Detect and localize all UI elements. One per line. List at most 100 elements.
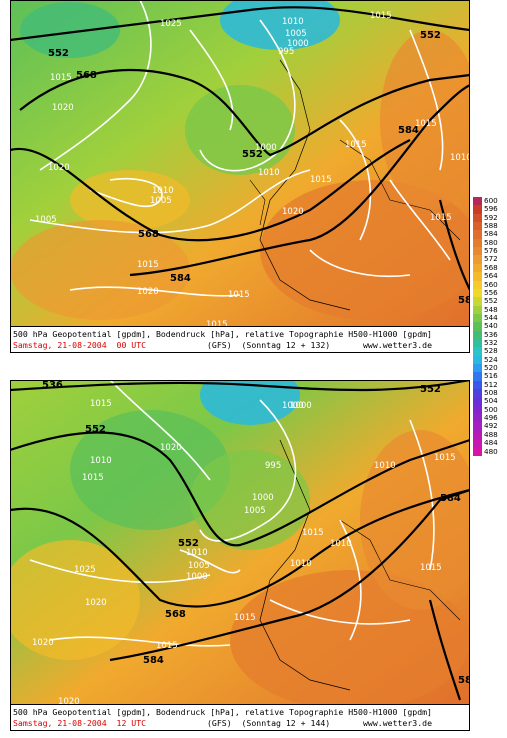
caption-title: 500 hPa Geopotential [gpdm], Bodendruck … [13, 329, 432, 339]
isobar-label: 1005 [150, 196, 172, 206]
legend-swatch [473, 263, 482, 273]
geopotential-label: 536 [42, 380, 63, 391]
legend-swatch [473, 330, 482, 340]
isobar-label: 1015 [310, 175, 332, 185]
legend-swatch [473, 422, 482, 432]
legend-label: 508 [484, 388, 498, 398]
isobar-label: 1015 [50, 73, 72, 83]
legend-label: 600 [484, 196, 498, 205]
isobar-label: 1005 [35, 215, 57, 225]
caption-site: www.wetter3.de [363, 718, 433, 728]
legend-swatch [473, 397, 482, 407]
isobar-label: 1015 [137, 260, 159, 270]
isobar-label: 1005 [285, 29, 307, 39]
isobar-label: 1010 [290, 559, 312, 569]
legend-label: 536 [484, 329, 498, 339]
isobar-label: 1000 [287, 39, 309, 49]
legend-swatch [473, 430, 482, 440]
legend-label: 500 [484, 404, 498, 414]
legend-swatch [473, 364, 482, 373]
legend-label: 544 [484, 312, 498, 322]
legend-swatch [473, 305, 482, 315]
geopotential-label: 552 [178, 538, 199, 549]
isobar-label: 1020 [58, 697, 80, 705]
legend-label: 540 [484, 321, 498, 331]
geopotential-label: 58 [458, 295, 470, 306]
isobar-label: 1010 [90, 456, 112, 466]
isobar-label: 1020 [137, 287, 159, 297]
caption-run: (GFS) (Sonntag 12 + 144) [207, 718, 331, 728]
isobar-label: 1015 [415, 119, 437, 129]
isobar-label: 1015 [430, 213, 452, 223]
legend-swatch [473, 380, 482, 390]
geopotential-label: 552 [420, 384, 441, 395]
legend-label: 592 [484, 212, 498, 222]
isobar-label: 1015 [370, 11, 392, 21]
isobar-label: 1020 [160, 443, 182, 453]
legend-swatch [473, 447, 482, 457]
caption-site: www.wetter3.de [363, 340, 433, 350]
isobar-label: 1020 [48, 163, 70, 173]
isobar-label: 1010 [282, 17, 304, 27]
legend-swatch [473, 238, 482, 248]
legend-swatch [473, 205, 482, 215]
legend-label: 524 [484, 354, 498, 364]
legend-swatch [473, 313, 482, 323]
isobar-label: 1005 [244, 506, 266, 516]
geopotential-label: 552 [85, 424, 106, 435]
legend-swatch [473, 372, 482, 382]
geopotential-label: 58 [458, 675, 470, 686]
legend-swatch [473, 197, 482, 206]
geopotential-label: 568 [76, 70, 97, 81]
isobar-label: 1010 [450, 153, 470, 163]
isobar-label: 1015 [434, 453, 456, 463]
isobar-label: 995 [278, 47, 294, 57]
legend-swatch [473, 389, 482, 398]
isobar-label: 1005 [188, 561, 210, 571]
isobar-label: 1010 [186, 548, 208, 558]
isobar-label: 1015 [206, 320, 228, 327]
isobar-label: 1015 [420, 563, 442, 573]
legend-label: 492 [484, 421, 498, 431]
geopotential-label: 584 [440, 493, 461, 504]
legend-label: 576 [484, 246, 498, 256]
isobar-label: 1015 [228, 290, 250, 300]
isobar-label: 1000 [252, 493, 274, 503]
geopotential-label: 552 [242, 149, 263, 160]
legend-label: 552 [484, 296, 498, 306]
geopotential-label: 552 [48, 48, 69, 59]
geopotential-label: 584 [143, 655, 164, 666]
caption-title: 500 hPa Geopotential [gpdm], Bodendruck … [13, 707, 432, 717]
legend-label: 520 [484, 363, 498, 372]
legend-label: 584 [484, 229, 498, 239]
isobar-label: 1000 [290, 401, 312, 411]
caption-date: Samstag, 21-08-2004 00 UTC [13, 340, 147, 350]
legend-label: 516 [484, 371, 498, 381]
legend-label: 560 [484, 279, 498, 289]
legend-label: 572 [484, 254, 498, 264]
legend-label: 488 [484, 429, 498, 439]
legend-swatch [473, 338, 482, 348]
legend-label: 564 [484, 271, 498, 281]
geopotential-label: 568 [165, 609, 186, 620]
geopotential-label: 584 [398, 125, 419, 136]
weather-map-bottom: 1015 1010 1015 1020 995 1000 1000 1005 1… [10, 380, 470, 705]
caption-top: 500 hPa Geopotential [gpdm], Bodendruck … [10, 327, 470, 353]
isobar-label: 1015 [345, 140, 367, 150]
legend-swatch [473, 280, 482, 290]
isobar-label: 1000 [282, 401, 304, 411]
isobar-label: 1020 [282, 207, 304, 217]
isobar-label: 1015 [156, 641, 178, 651]
legend-label: 568 [484, 262, 498, 272]
isobar-label: 995 [265, 461, 281, 471]
legend-swatch [473, 297, 482, 307]
isobar-label: 1020 [85, 598, 107, 608]
geopotential-label: 568 [138, 229, 159, 240]
caption-run: (GFS) (Sonntag 12 + 132) [207, 340, 331, 350]
geopotential-label: 552 [420, 30, 441, 41]
legend-swatch [473, 347, 482, 357]
legend-swatch [473, 247, 482, 256]
legend-label: 588 [484, 221, 498, 231]
isobar-label: 1015 [302, 528, 324, 538]
legend-swatch [473, 405, 482, 415]
